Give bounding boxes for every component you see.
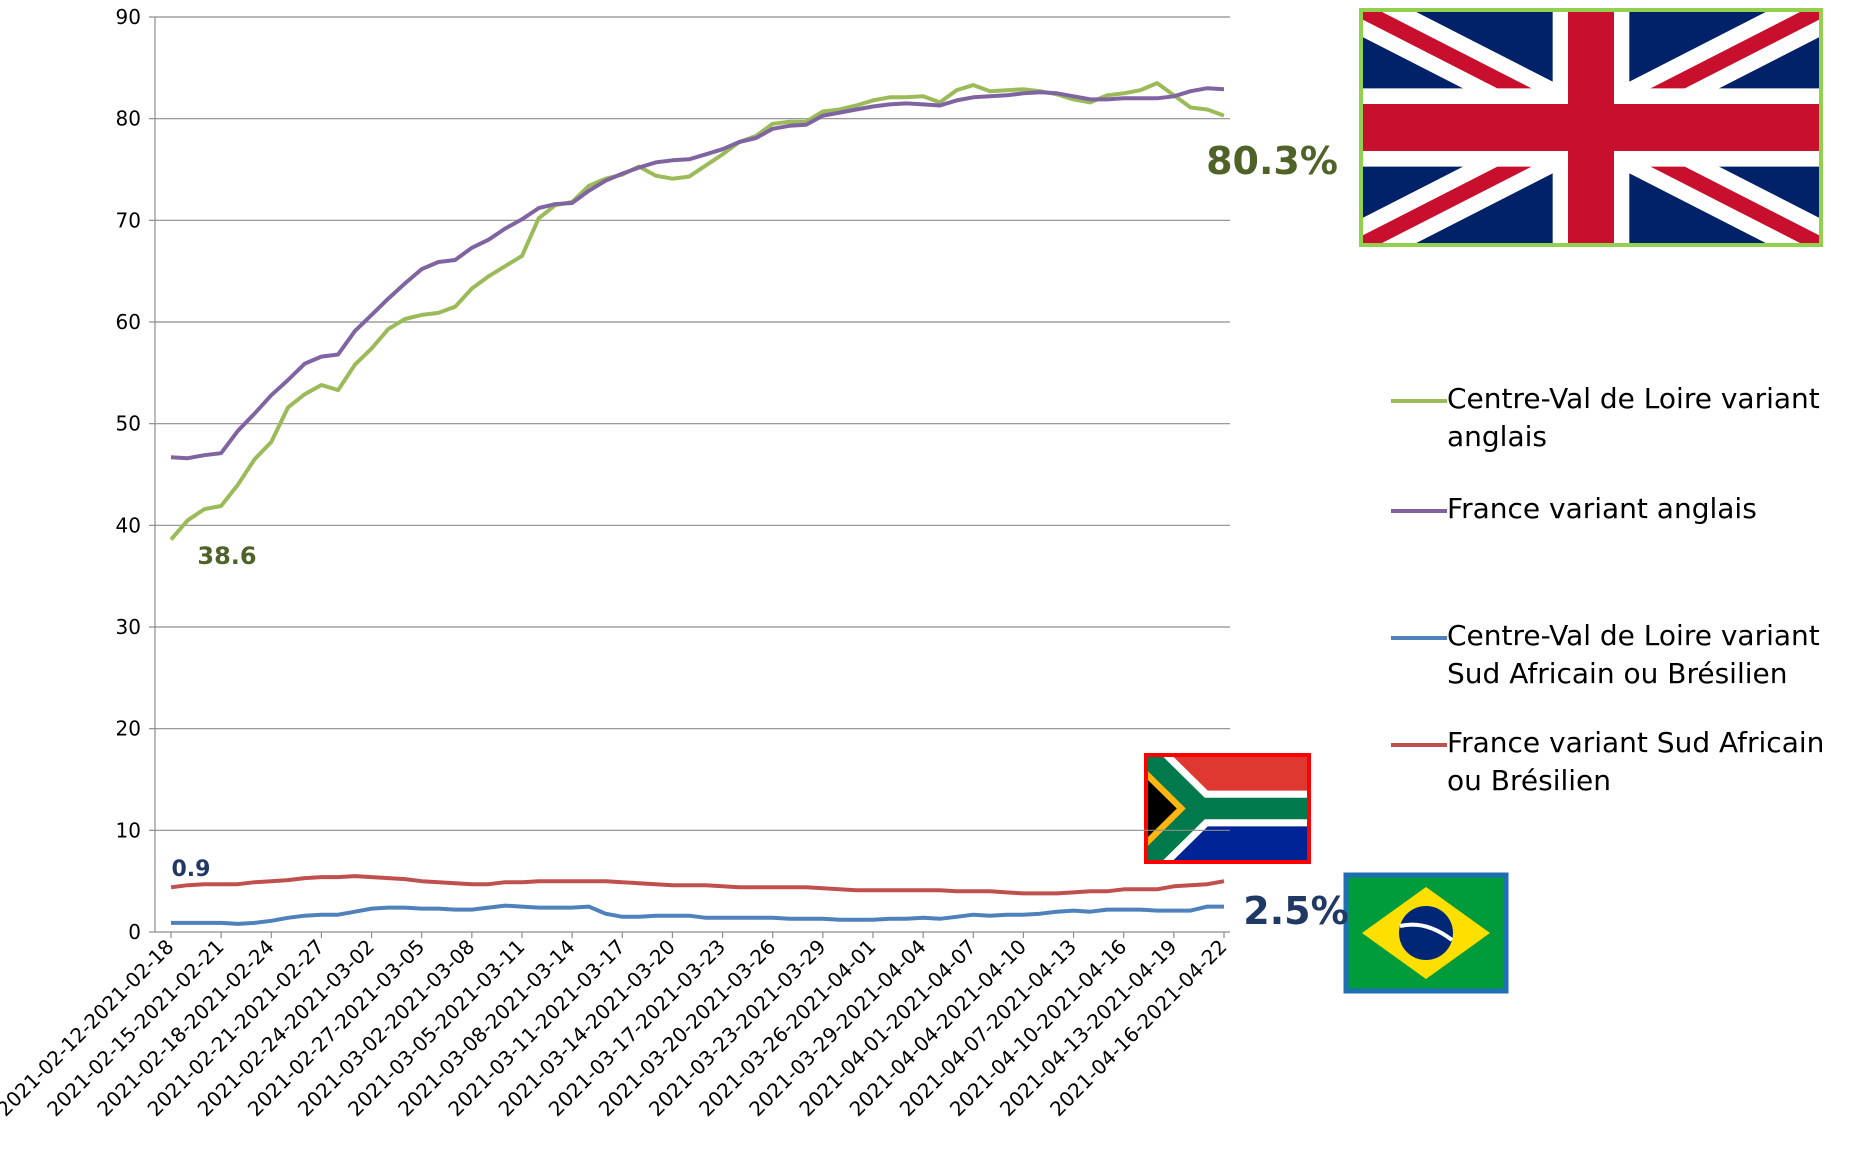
legend-swatch xyxy=(1391,743,1447,747)
sa-flag xyxy=(1146,755,1309,862)
series-line xyxy=(171,903,1224,926)
uk-flag xyxy=(1361,10,1821,245)
annotation: 80.3% xyxy=(1206,139,1338,183)
y-tick-label: 90 xyxy=(116,5,141,29)
y-tick-label: 80 xyxy=(116,107,141,131)
legend-label: Centre-Val de Loire variant anglais xyxy=(1447,382,1820,453)
legend-item: France variant Sud Africain ou Brésilien xyxy=(1391,724,1861,800)
brazil-band xyxy=(1399,922,1454,942)
legend-label: France variant Sud Africain ou Brésilien xyxy=(1447,726,1825,797)
brazil-flag-border xyxy=(1343,872,1509,994)
annotation: 2.5% xyxy=(1243,889,1348,933)
series-line xyxy=(169,81,1225,541)
y-tick-label: 0 xyxy=(128,920,141,944)
y-tick-label: 60 xyxy=(116,310,141,334)
y-tick-label: 30 xyxy=(116,615,141,639)
legend-item: Centre-Val de Loire variant anglais xyxy=(1391,380,1861,456)
legend-swatch xyxy=(1391,399,1447,403)
legend-label: Centre-Val de Loire variant Sud Africain… xyxy=(1447,619,1820,690)
y-tick-label: 20 xyxy=(116,717,141,741)
annotation: 38.6 xyxy=(197,542,256,570)
y-tick-label: 40 xyxy=(116,513,141,537)
y-tick-label: 50 xyxy=(116,412,141,436)
uk-flag-border xyxy=(1359,8,1823,247)
y-tick-label: 10 xyxy=(116,818,141,842)
sa-flag-border xyxy=(1144,753,1311,864)
series-line xyxy=(170,874,1225,896)
y-tick-label: 70 xyxy=(116,208,141,232)
legend-swatch xyxy=(1391,509,1447,513)
annotation: 0.9 xyxy=(172,857,211,882)
legend-item: France variant anglais xyxy=(1391,490,1861,528)
legend-swatch xyxy=(1391,636,1447,640)
legend-label: France variant anglais xyxy=(1447,492,1757,525)
brazil-globe xyxy=(1399,906,1453,960)
legend-item: Centre-Val de Loire variant Sud Africain… xyxy=(1391,617,1861,693)
series-line xyxy=(170,86,1225,461)
